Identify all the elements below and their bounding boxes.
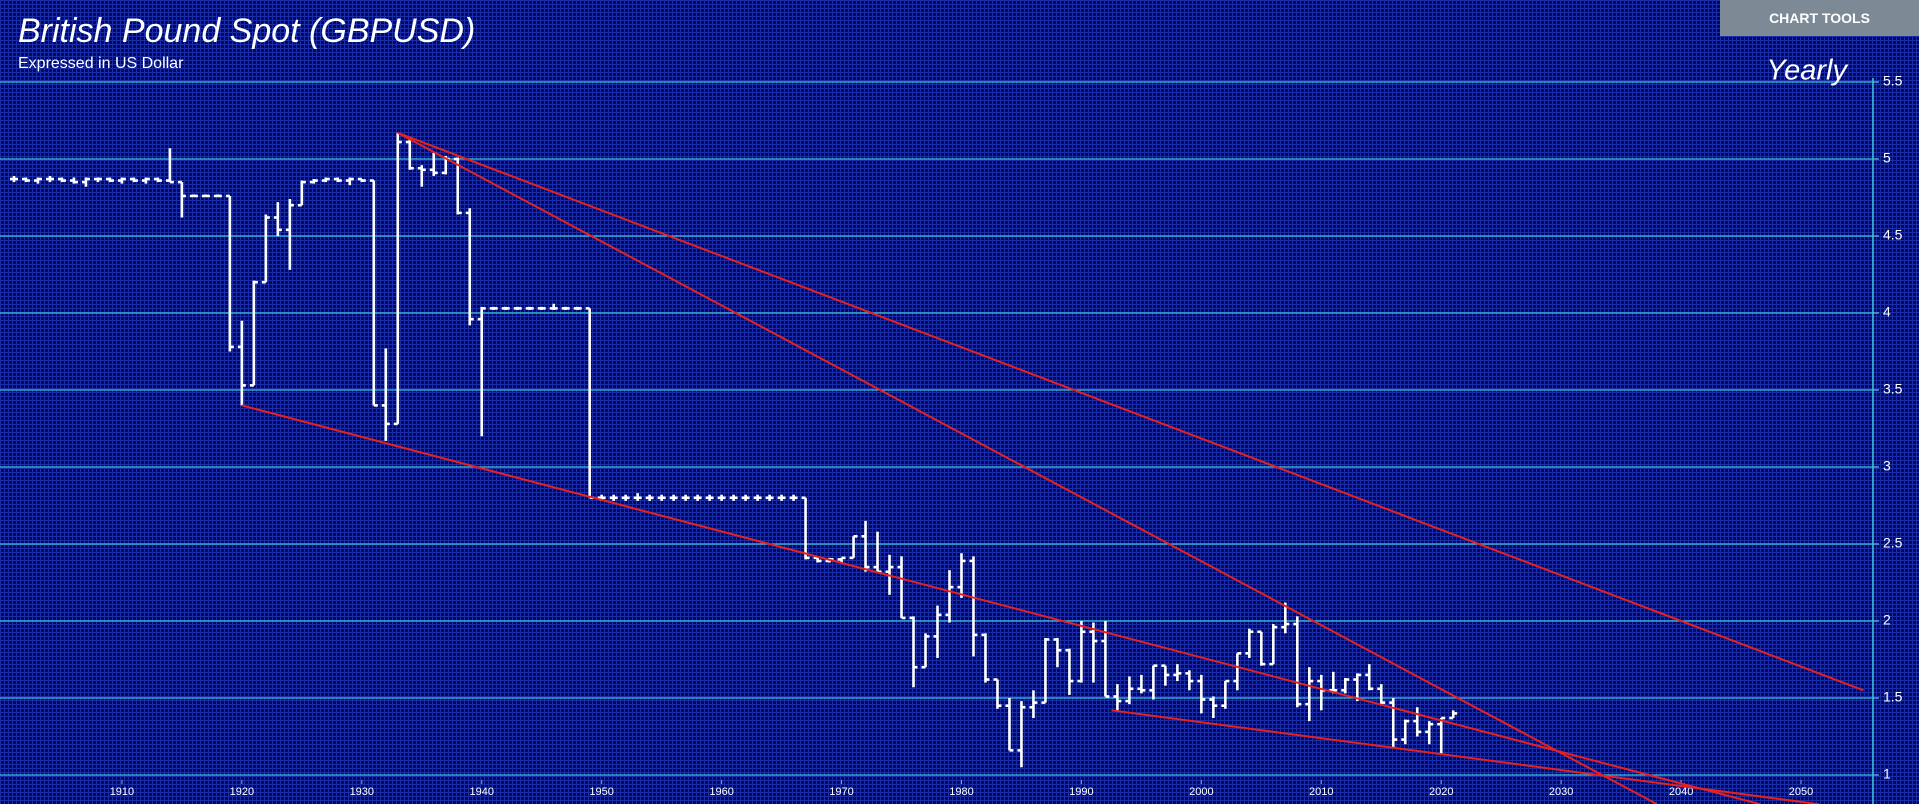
- x-tick-label: 1920: [230, 786, 254, 798]
- y-tick-label: 1: [1883, 766, 1891, 782]
- y-tick-label: 3: [1883, 458, 1891, 474]
- chart-tools-button[interactable]: CHART TOOLS: [1720, 0, 1919, 36]
- x-tick-label: 1940: [470, 786, 494, 798]
- y-tick-label: 5: [1883, 150, 1891, 166]
- chart-title: British Pound Spot (GBPUSD): [18, 12, 475, 50]
- y-tick-label: 2.5: [1883, 535, 1903, 551]
- x-tick-label: 2040: [1669, 786, 1693, 798]
- x-tick-label: 2030: [1549, 786, 1573, 798]
- x-tick-label: 2010: [1309, 786, 1333, 798]
- x-tick-label: 1930: [350, 786, 374, 798]
- chart-subtitle: Expressed in US Dollar: [18, 55, 184, 72]
- trend-line: [397, 131, 1864, 692]
- y-tick-label: 4: [1883, 304, 1891, 320]
- x-tick-label: 1980: [949, 786, 973, 798]
- x-tick-label: 1970: [829, 786, 853, 798]
- y-tick-label: 1.5: [1883, 689, 1903, 705]
- trend-line: [241, 404, 1761, 804]
- period-label: Yearly: [1766, 55, 1848, 87]
- x-tick-label: 2020: [1429, 786, 1453, 798]
- trend-lines: [241, 131, 1864, 804]
- x-tick-label: 2000: [1189, 786, 1213, 798]
- x-tick-label: 1990: [1069, 786, 1093, 798]
- x-tick-label: 1910: [110, 786, 134, 798]
- y-tick-label: 3.5: [1883, 381, 1903, 397]
- trend-line: [397, 131, 1658, 804]
- y-tick-label: 4.5: [1883, 227, 1903, 243]
- x-tick-label: 1950: [589, 786, 613, 798]
- y-tick-label: 5.5: [1883, 73, 1903, 89]
- x-tick-label: 1960: [709, 786, 733, 798]
- y-tick-label: 2: [1883, 612, 1891, 628]
- trend-line: [1111, 709, 1820, 804]
- x-tick-label: 2050: [1789, 786, 1813, 798]
